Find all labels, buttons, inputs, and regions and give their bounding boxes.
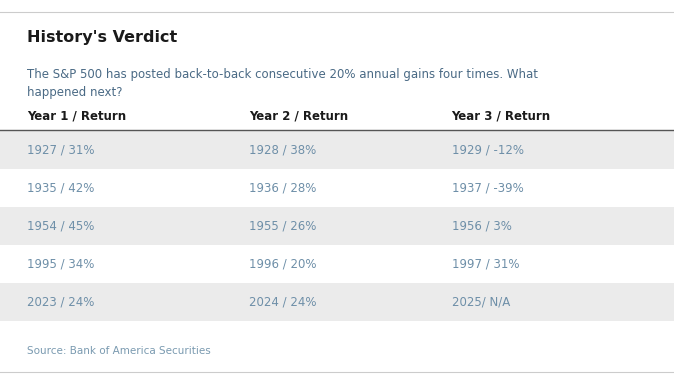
Text: Source: Bank of America Securities: Source: Bank of America Securities [27, 346, 211, 356]
Bar [0, 283, 674, 321]
Text: Year 3 / Return: Year 3 / Return [452, 110, 551, 123]
Text: History's Verdict: History's Verdict [27, 30, 177, 45]
Bar [0, 169, 674, 207]
Text: The S&P 500 has posted back-to-back consecutive 20% annual gains four times. Wha: The S&P 500 has posted back-to-back cons… [27, 68, 538, 99]
Text: 1997 / 31%: 1997 / 31% [452, 258, 519, 270]
Text: 1956 / 3%: 1956 / 3% [452, 220, 512, 232]
Text: 1955 / 26%: 1955 / 26% [249, 220, 317, 232]
Text: 1929 / -12%: 1929 / -12% [452, 144, 524, 157]
Text: 2023 / 24%: 2023 / 24% [27, 296, 94, 308]
Text: 1936 / 28%: 1936 / 28% [249, 182, 317, 195]
Text: 1995 / 34%: 1995 / 34% [27, 258, 94, 270]
Bar [0, 131, 674, 169]
Text: 1928 / 38%: 1928 / 38% [249, 144, 317, 157]
Text: 2024 / 24%: 2024 / 24% [249, 296, 317, 308]
Text: Year 2 / Return: Year 2 / Return [249, 110, 348, 123]
Text: Year 1 / Return: Year 1 / Return [27, 110, 126, 123]
Text: 1937 / -39%: 1937 / -39% [452, 182, 523, 195]
Text: 1954 / 45%: 1954 / 45% [27, 220, 94, 232]
Text: 1996 / 20%: 1996 / 20% [249, 258, 317, 270]
Bar [0, 207, 674, 245]
Text: 1935 / 42%: 1935 / 42% [27, 182, 94, 195]
Text: 1927 / 31%: 1927 / 31% [27, 144, 94, 157]
Bar [0, 245, 674, 283]
Text: 2025/ N/A: 2025/ N/A [452, 296, 510, 308]
